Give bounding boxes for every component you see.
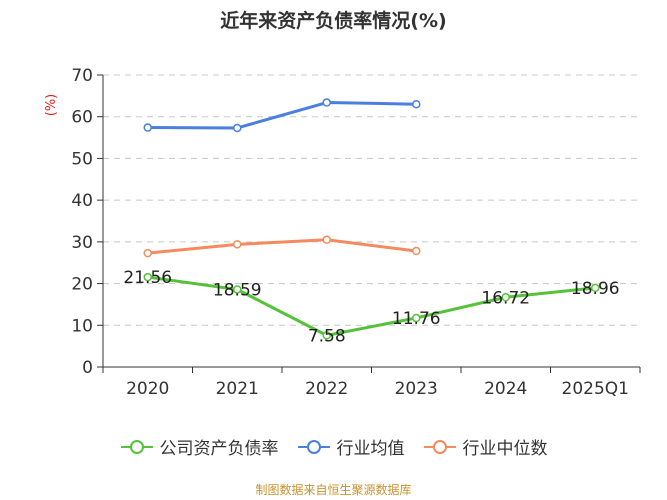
x-tick-label: 2023 [395,379,438,399]
legend-item-1[interactable]: 行业均值 [297,434,405,459]
data-point [412,99,421,109]
x-tick-label: 2025Q1 [562,379,629,399]
data-point [412,246,421,256]
legend: 公司资产负债率 行业均值 行业中位数 [0,434,667,459]
series-line-2 [147,238,417,255]
x-tick-label: 2024 [484,379,527,399]
y-tick-label: 60 [71,108,93,128]
y-tick-label: 50 [71,149,93,169]
grid-lines [103,74,640,326]
legend-line-marker-icon [423,439,456,454]
data-label: 7.58 [308,326,346,346]
data-point [322,331,331,340]
data-point [501,293,510,302]
series-line-0 [147,275,596,337]
chart-title: 近年来资产负债率情况(%) [220,10,447,32]
data-point [412,313,421,323]
axes: 0 10 20 30 40 50 60 70 2020 2021 2022 2023 2024 2025Q… [44,66,641,399]
legend-line-marker-icon [297,439,330,454]
data-point [143,272,152,282]
y-tick-label: 30 [71,233,93,253]
data-labels: 21.56 18.59 7.58 11.76 16.72 18.96 [123,268,619,346]
x-tick-label: 2021 [216,379,259,399]
series-line-1 [147,101,417,130]
source-note: 制图数据来自恒生聚源数据库 [255,483,412,497]
data-label: 16.72 [481,288,530,308]
x-tick-label: 2022 [305,379,348,399]
data-point [143,123,152,132]
data-label: 21.56 [123,268,172,288]
data-label: 18.96 [571,279,620,299]
y-axis-label: (%) [44,94,59,117]
line-chart: 0 10 20 30 40 50 60 70 2020 2021 2022 2023 2024 2025Q… [44,66,641,399]
data-point [322,98,331,107]
y-tick-label: 20 [71,275,93,295]
y-tick-label: 10 [71,316,93,336]
y-tick-label: 40 [71,191,93,211]
legend-label: 行业均值 [336,439,405,459]
legend-label: 行业中位数 [462,439,548,459]
data-point [143,248,152,258]
legend-line-marker-icon [120,439,153,454]
legend-item-2[interactable]: 行业中位数 [423,434,548,459]
y-tick-label: 0 [82,358,93,378]
data-point [322,235,331,245]
data-point [233,240,242,249]
data-point [233,285,242,294]
series-lines [143,98,600,340]
data-point [591,283,600,293]
legend-label: 公司资产负债率 [159,439,279,459]
y-tick-label: 70 [71,66,93,86]
data-point [233,123,242,133]
data-label: 18.59 [213,280,262,300]
data-label: 11.76 [392,309,441,329]
legend-item-0[interactable]: 公司资产负债率 [120,434,279,459]
x-tick-label: 2020 [126,379,169,399]
